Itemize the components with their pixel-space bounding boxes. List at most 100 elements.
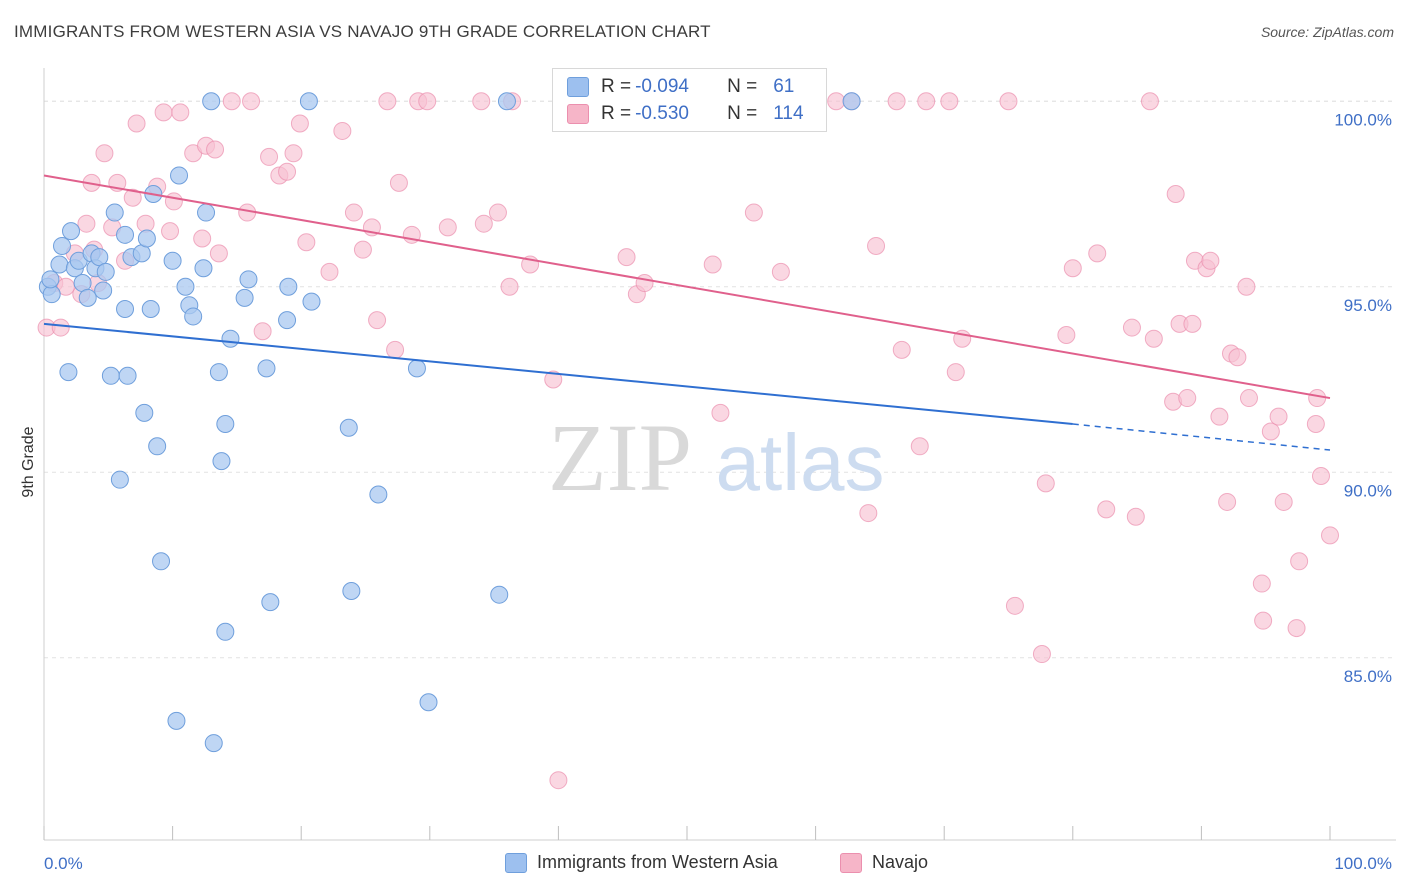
navajo-point [617,248,636,267]
navajo-point [711,403,730,422]
navajo-point [253,322,272,341]
navajo-point [353,240,372,259]
navajo-point [438,218,457,237]
western-asia-point [135,403,154,422]
western-asia-point [278,311,297,330]
western-asia-point [209,363,228,382]
legend-swatch-western-asia [567,77,589,97]
navajo-point [127,114,146,133]
western-asia-point [490,585,509,604]
navajo-point [222,92,241,111]
navajo-point [161,222,180,241]
legend-n-value: 61 [773,76,795,97]
watermark-atlas: atlas [716,418,885,507]
western-asia-point [116,300,135,319]
trend-lines [43,174,1331,451]
x-tick-labels: 0.0% 100.0% [44,854,1392,873]
navajo-point [56,277,75,296]
navajo-point [154,103,173,122]
western-asia-point [59,363,78,382]
navajo-point [1005,596,1024,615]
western-asia-point [176,277,195,296]
chart-title: IMMIGRANTS FROM WESTERN ASIA VS NAVAJO 9… [14,22,711,41]
navajo-point [1237,277,1256,296]
legend-item-western-asia[interactable]: Immigrants from Western Asia [505,852,778,873]
navajo-point [1178,389,1197,408]
navajo-point [1166,185,1185,204]
western-asia-trend-line [43,322,1073,426]
navajo-point [1063,259,1082,278]
y-tick-label: 100.0% [1334,110,1392,129]
navajo-point [378,92,397,111]
legend-swatch-navajo [567,104,589,124]
source-attribution: Source: ZipAtlas.com [1261,24,1394,40]
y-tick-label: 90.0% [1344,481,1392,500]
navajo-point [1269,407,1288,426]
navajo-point [1140,92,1159,111]
navajo-point [999,92,1018,111]
navajo-point [278,162,297,181]
navajo-point [703,255,722,274]
western-asia-point [170,166,189,185]
navajo-point [1306,415,1325,434]
western-asia-point [94,281,113,300]
navajo-point [946,363,965,382]
navajo-point [1122,318,1141,337]
navajo-point [344,203,363,222]
western-asia-point [202,92,221,111]
navajo-point [284,144,303,163]
western-asia-point [137,229,156,248]
navajo-point [1088,244,1107,263]
western-asia-point [184,307,203,326]
legend-r-label: R = [601,76,632,97]
navajo-point [1290,552,1309,571]
western-asia-point [419,693,438,712]
navajo-point [1144,329,1163,348]
navajo-point [320,262,339,281]
navajo-point [193,229,212,248]
navajo-point [500,277,519,296]
navajo-point [771,262,790,281]
western-asia-point [302,292,321,311]
legend-r-value: -0.094 [635,76,689,97]
western-asia-point [105,203,124,222]
navajo-point [1228,348,1247,367]
x-tick-label: 100.0% [1334,854,1392,873]
western-asia-point [299,92,318,111]
legend-n-value: 114 [773,103,804,124]
western-asia-point [279,277,298,296]
legend-n-label: N = [727,76,758,97]
navajo-point [859,504,878,523]
legend-swatch-navajo [840,852,862,873]
navajo-point [1210,407,1229,426]
western-asia-point [342,581,361,600]
navajo-point [290,114,309,133]
legend-n-label: N = [727,103,758,124]
legend-item-navajo[interactable]: Navajo [840,852,928,873]
navajo-point [549,771,568,790]
western-asia-point [216,415,235,434]
western-asia-point [204,734,223,753]
navajo-point [488,203,507,222]
navajo-point [1032,645,1051,664]
navajo-point [1183,314,1202,333]
navajo-point [95,144,114,163]
navajo-point [917,92,936,111]
navajo-point [1274,492,1293,511]
western-asia-point [101,366,120,385]
navajo-point [368,311,387,330]
navajo-point [1201,251,1220,270]
western-asia-point [152,552,171,571]
navajo-point [1311,466,1330,485]
navajo-point [1097,500,1116,519]
western-asia-point [212,452,231,471]
navajo-point [827,92,846,111]
western-asia-point [216,622,235,641]
navajo-point [1126,507,1145,526]
navajo-point [1287,619,1306,638]
series-legend: Immigrants from Western Asia Navajo [0,850,1406,878]
legend-swatch-western-asia [505,852,527,873]
navajo-point [472,92,491,111]
navajo-point [887,92,906,111]
